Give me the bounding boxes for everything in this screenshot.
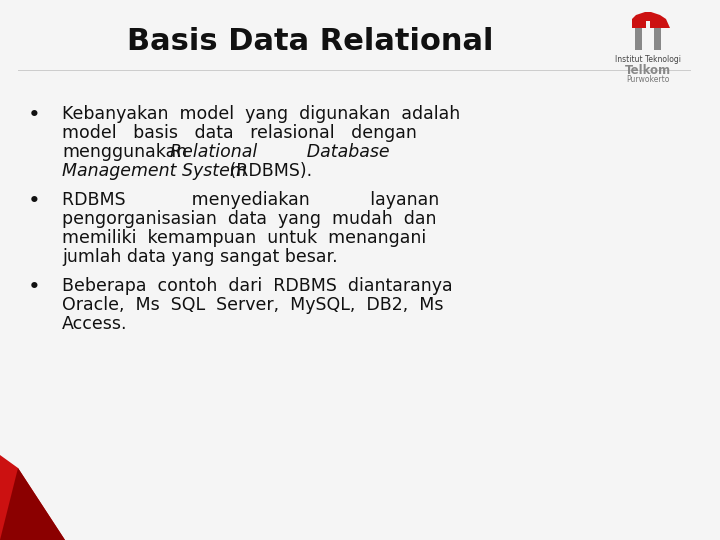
Text: Institut Teknologi: Institut Teknologi <box>615 55 681 64</box>
Text: Access.: Access. <box>62 315 127 333</box>
Text: Beberapa  contoh  dari  RDBMS  diantaranya: Beberapa contoh dari RDBMS diantaranya <box>62 277 453 295</box>
Text: jumlah data yang sangat besar.: jumlah data yang sangat besar. <box>62 248 338 266</box>
Text: Management System: Management System <box>62 162 247 180</box>
Text: •: • <box>28 191 41 211</box>
Text: (RDBMS).: (RDBMS). <box>224 162 312 180</box>
Text: Basis Data Relational: Basis Data Relational <box>127 28 493 57</box>
Polygon shape <box>0 468 65 540</box>
Polygon shape <box>632 12 670 28</box>
Text: Purwokerto: Purwokerto <box>626 75 670 84</box>
Text: memiliki  kemampuan  untuk  menangani: memiliki kemampuan untuk menangani <box>62 229 426 247</box>
Text: Telkom: Telkom <box>625 64 671 77</box>
Text: pengorganisasian  data  yang  mudah  dan: pengorganisasian data yang mudah dan <box>62 210 436 228</box>
Text: •: • <box>28 105 41 125</box>
Text: •: • <box>28 277 41 297</box>
Text: menggunakan: menggunakan <box>62 143 187 161</box>
Text: Kebanyakan  model  yang  digunakan  adalah: Kebanyakan model yang digunakan adalah <box>62 105 460 123</box>
Text: model   basis   data   relasional   dengan: model basis data relasional dengan <box>62 124 417 142</box>
Polygon shape <box>646 21 650 28</box>
Text: Relational         Database: Relational Database <box>170 143 390 161</box>
Bar <box>635 28 642 50</box>
Text: Oracle,  Ms  SQL  Server,  MySQL,  DB2,  Ms: Oracle, Ms SQL Server, MySQL, DB2, Ms <box>62 296 444 314</box>
Bar <box>654 28 661 50</box>
Polygon shape <box>0 455 65 540</box>
Text: RDBMS            menyediakan           layanan: RDBMS menyediakan layanan <box>62 191 439 209</box>
